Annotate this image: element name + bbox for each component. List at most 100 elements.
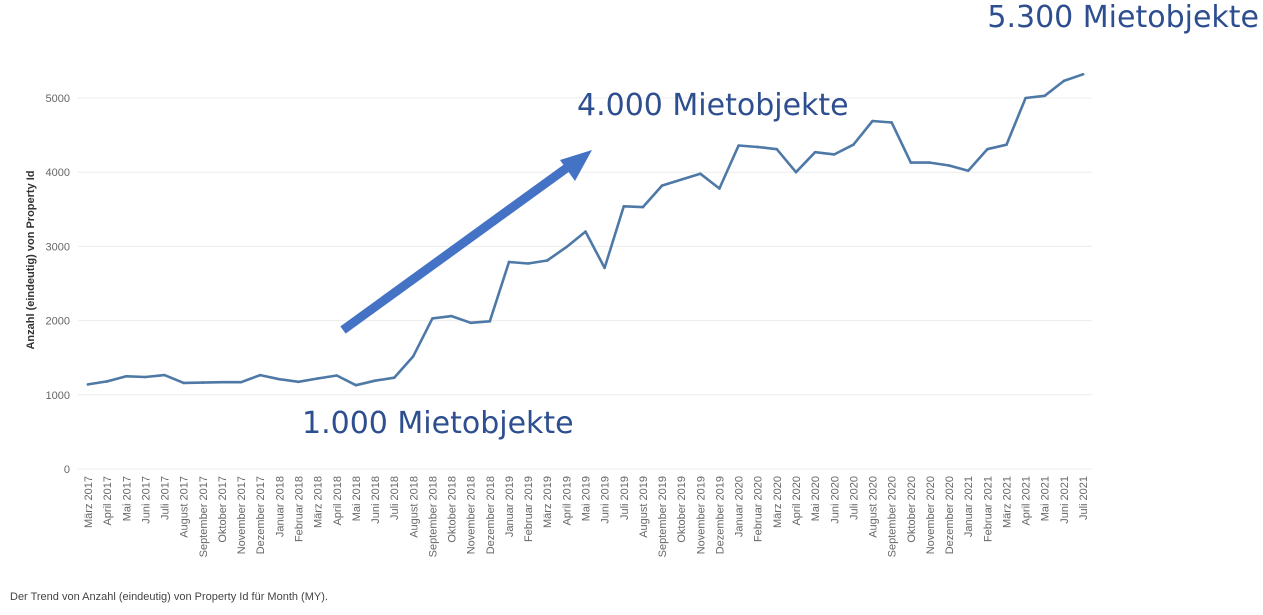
x-tick-label: April 2019 (561, 476, 573, 526)
x-tick-label: Juli 2018 (389, 476, 401, 520)
y-tick-label: 0 (64, 464, 70, 476)
x-tick-label: Mai 2021 (1040, 476, 1052, 521)
x-tick-label: März 2020 (772, 476, 784, 528)
x-tick-label: Oktober 2018 (447, 476, 459, 543)
x-tick-label: Juni 2018 (370, 476, 382, 524)
y-tick-label: 5000 (46, 93, 70, 105)
x-tick-label: Mai 2017 (121, 476, 133, 521)
x-tick-label: August 2019 (638, 476, 650, 538)
x-tick-label: November 2019 (695, 476, 707, 554)
trend-arrow-shaft (340, 163, 571, 334)
x-tick-label: Juni 2021 (1059, 476, 1071, 524)
data-point (450, 314, 453, 318)
y-tick-label: 1000 (46, 390, 70, 402)
x-tick-label: Juli 2017 (160, 476, 172, 520)
x-tick-label: April 2018 (332, 476, 344, 526)
trend-arrow-head (560, 150, 592, 181)
y-tick-label: 4000 (46, 167, 70, 179)
data-point (545, 259, 549, 262)
x-tick-label: Januar 2019 (504, 476, 516, 537)
x-tick-label: September 2019 (657, 476, 669, 557)
x-tick-label: März 2018 (313, 476, 325, 528)
x-tick-label: Mai 2020 (810, 476, 822, 521)
x-tick-label: Oktober 2019 (676, 476, 688, 543)
x-axis-ticks: März 2017 April 2017 Mai 2017 Juni 2017 Juli… (83, 476, 1090, 557)
data-point (1062, 79, 1066, 83)
x-tick-label: Juni 2019 (600, 476, 612, 524)
data-point (928, 161, 932, 164)
data-point (832, 153, 836, 156)
data-point (584, 230, 587, 233)
x-tick-label: Juli 2020 (848, 476, 860, 520)
data-point (86, 383, 90, 386)
data-point (699, 172, 702, 175)
x-tick-label: November 2020 (925, 476, 937, 554)
data-point (144, 375, 147, 379)
data-point (163, 373, 166, 377)
y-tick-label: 3000 (46, 241, 70, 253)
data-point (756, 145, 760, 149)
x-tick-label: Dezember 2019 (714, 476, 726, 554)
x-tick-label: Mai 2018 (351, 476, 363, 521)
y-axis-ticks: 0 1000 2000 3000 4000 5000 (46, 93, 70, 476)
data-point (278, 377, 281, 381)
x-tick-label: Dezember 2018 (485, 476, 497, 554)
data-point (1081, 72, 1085, 76)
data-point (986, 147, 989, 151)
x-tick-label: Juli 2021 (1078, 476, 1090, 520)
x-tick-label: April 2021 (1021, 476, 1033, 526)
x-tick-label: November 2017 (236, 476, 248, 554)
data-point (182, 381, 185, 385)
data-point (1024, 96, 1027, 100)
data-point (526, 262, 530, 265)
data-point (641, 205, 645, 209)
data-point (679, 178, 683, 181)
x-tick-label: Oktober 2017 (217, 476, 229, 543)
x-tick-label: Januar 2018 (274, 476, 286, 537)
x-tick-label: September 2018 (427, 476, 439, 557)
x-tick-label: Juni 2017 (140, 476, 152, 524)
x-tick-label: Dezember 2017 (255, 476, 267, 554)
data-point (966, 169, 970, 173)
x-tick-label: August 2020 (868, 476, 880, 538)
x-tick-label: März 2017 (83, 476, 95, 528)
x-tick-label: September 2017 (198, 476, 210, 557)
data-point (220, 380, 224, 384)
x-tick-label: September 2020 (887, 476, 899, 557)
data-point (909, 161, 913, 164)
x-tick-label: Februar 2020 (753, 476, 765, 542)
x-tick-label: August 2018 (408, 476, 420, 538)
x-tick-label: August 2017 (179, 476, 191, 538)
x-tick-label: April 2017 (102, 476, 114, 526)
data-point (813, 150, 817, 154)
data-point (488, 320, 492, 323)
trend-arrow (340, 150, 592, 334)
x-tick-label: März 2021 (1001, 476, 1013, 528)
data-point (890, 121, 893, 124)
data-point (124, 374, 128, 378)
data-point (660, 184, 664, 187)
data-point (737, 144, 740, 147)
data-point (411, 354, 415, 358)
chart-caption: Der Trend von Anzahl (eindeutig) von Pro… (10, 591, 328, 603)
x-tick-label: Februar 2019 (523, 476, 535, 542)
gridlines (78, 97, 1092, 470)
data-point (258, 373, 262, 377)
data-point (392, 376, 396, 380)
annotation-4000: 4.000 Mietobjekte (577, 88, 849, 123)
data-point (431, 317, 434, 320)
data-point (1043, 94, 1047, 98)
x-tick-label: Oktober 2020 (906, 476, 918, 543)
data-point (507, 260, 511, 264)
data-point (201, 381, 205, 384)
data-point (1005, 143, 1008, 147)
x-tick-label: Januar 2020 (734, 476, 746, 537)
data-point (469, 321, 472, 325)
data-point (565, 245, 568, 249)
data-point (297, 380, 300, 384)
x-tick-label: Februar 2021 (982, 476, 994, 542)
data-point (775, 147, 779, 151)
x-tick-label: Juni 2020 (829, 476, 841, 524)
y-axis-title: Anzahl (eindeutig) von Property Id (25, 170, 37, 349)
